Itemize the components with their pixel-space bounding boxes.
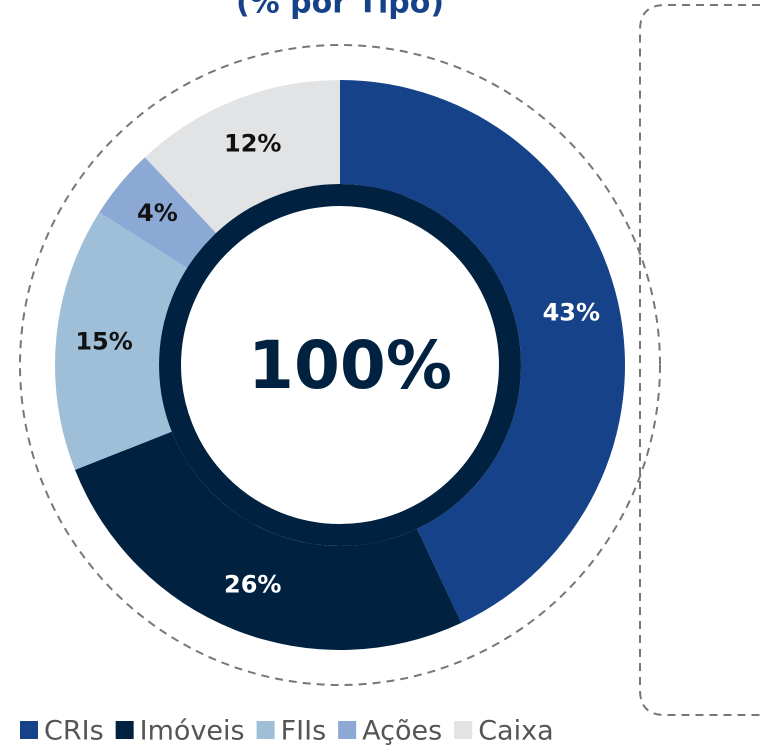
legend-label: Caixa [478,716,553,747]
legend-label: FIIs [281,716,327,747]
donut-segment [99,157,217,269]
legend-swatch [454,721,473,739]
dashed-outline [19,44,661,686]
legend-swatch [20,721,38,739]
data-label: 12% [224,130,281,158]
data-label: 26% [224,570,281,598]
legend-label: CRIs [44,716,104,747]
legend-swatch [256,721,275,739]
donut-segment [75,431,462,650]
legend-label: Imóveis [140,716,245,747]
dashed-panel [639,4,760,716]
donut-segment [144,80,340,234]
legend-swatch [338,721,357,739]
legend-swatch [115,721,134,739]
data-label: 4% [137,199,178,227]
donut-segment [54,212,188,470]
donut-segment [340,80,626,623]
chart-title: (% por Tipo) [236,0,444,21]
inner-ring [159,184,521,546]
data-label: 15% [75,328,132,356]
data-label: 43% [543,298,600,326]
center-label: 100% [248,327,452,404]
legend-label: Ações [362,716,442,747]
